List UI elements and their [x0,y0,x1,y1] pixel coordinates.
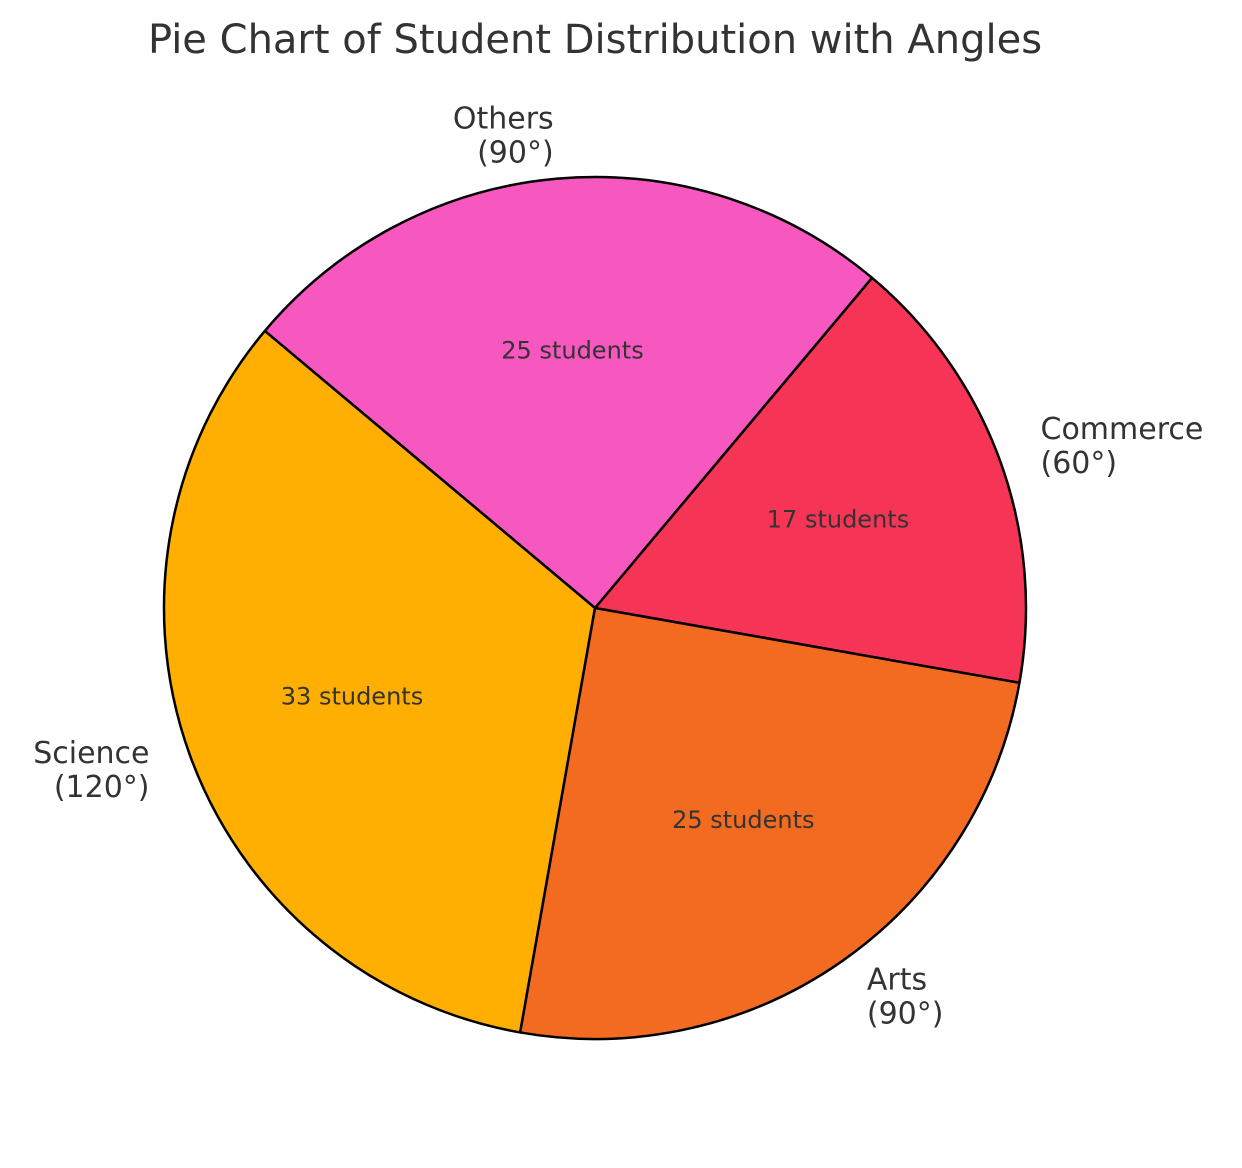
slice-value-label-arts: 25 students [672,806,814,834]
slice-category-label-commerce: Commerce (60°) [1041,412,1204,481]
pie-slice-commerce [593,276,1028,685]
pie-slice-arts [518,606,1021,1041]
chart-title: Pie Chart of Student Distribution with A… [148,17,1042,63]
slice-category-label-arts: Arts (90°) [867,962,944,1031]
pie-slice-others [263,175,874,610]
pie-slice-science [162,329,597,1034]
slices-layer [162,175,1028,1041]
slice-value-label-others: 25 students [501,336,643,364]
slice-value-label-science: 33 students [281,682,423,710]
slice-category-label-others: Others (90°) [453,102,554,171]
slice-value-label-commerce: 17 students [767,506,909,534]
labels-layer: 17 students Commerce (60°) 25 students Other… [33,102,1203,1032]
slice-category-label-science: Science (120°) [33,736,149,805]
